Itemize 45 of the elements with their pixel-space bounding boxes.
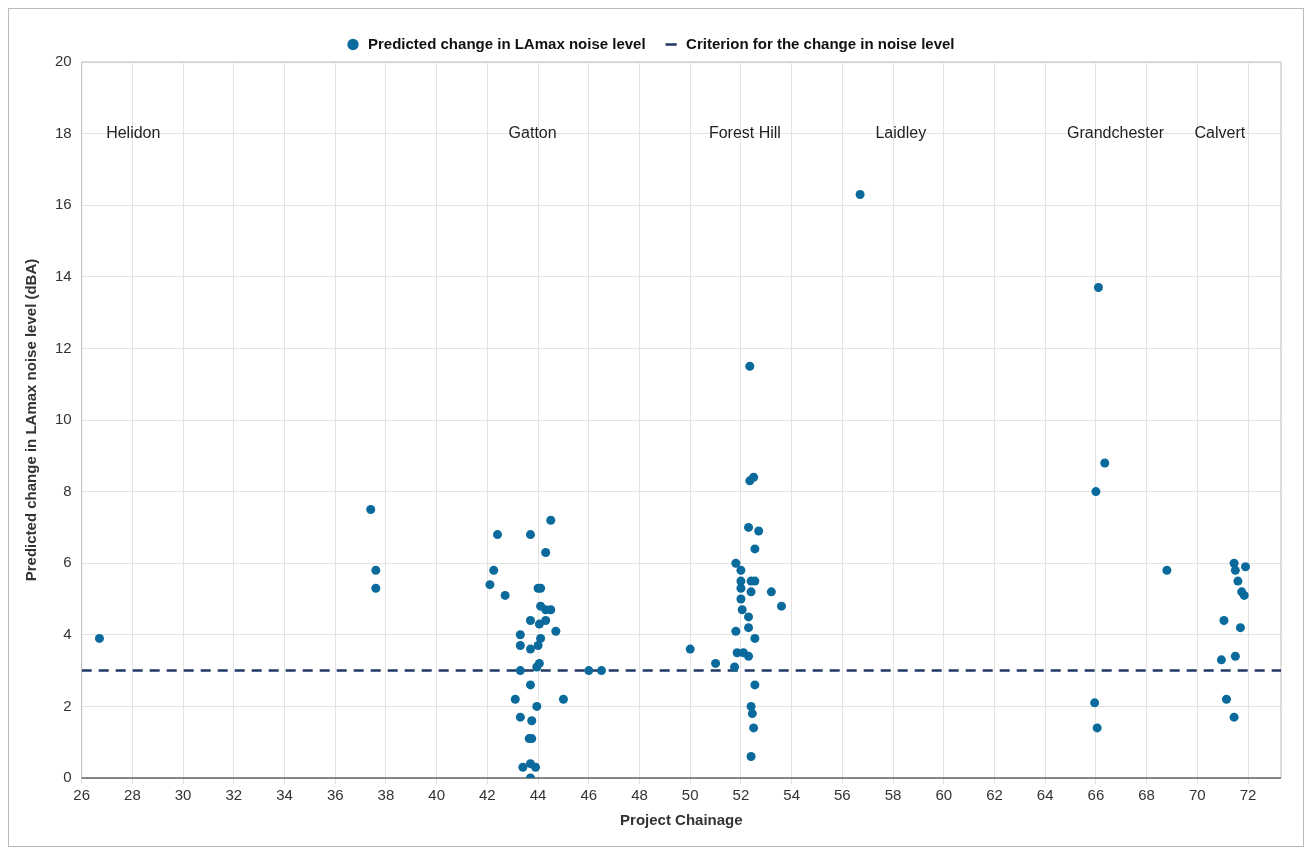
x-tick-label: 72	[1239, 786, 1257, 804]
x-tick-label: 68	[1138, 786, 1155, 804]
y-tick-label: 6	[63, 553, 72, 571]
x-tick-label: 64	[1036, 786, 1054, 804]
x-tick-label: 48	[631, 786, 648, 804]
x-tick-label: 70	[1188, 786, 1206, 804]
y-tick-label: 8	[63, 481, 72, 499]
y-axis-title: Predicted change in LAmax noise level (dBA)	[22, 258, 40, 582]
annotation: Forest Hill	[708, 124, 781, 142]
x-tick-label: 46	[580, 786, 598, 804]
annotation: Helidon	[106, 124, 161, 142]
annotation: Gatton	[508, 124, 557, 142]
annotation: Grandchester	[1067, 124, 1165, 142]
x-tick-label: 38	[377, 786, 395, 804]
x-tick-label: 66	[1087, 786, 1105, 804]
legend-label: Criterion for the change in noise level	[686, 34, 955, 52]
x-tick-label: 56	[834, 786, 851, 804]
y-tick-label: 0	[63, 768, 72, 786]
x-tick-label: 50	[681, 786, 699, 804]
annotation: Calvert	[1194, 124, 1246, 142]
x-tick-label: 44	[529, 786, 547, 804]
y-tick-label: 2	[63, 696, 72, 714]
x-tick-label: 42	[479, 786, 496, 804]
x-tick-label: 60	[935, 786, 953, 804]
x-tick-label: 62	[986, 786, 1003, 804]
x-tick-label: 52	[732, 786, 750, 804]
x-axis-title: Project Chainage	[620, 811, 743, 829]
x-tick-label: 40	[428, 786, 446, 804]
x-tick-label: 36	[326, 786, 344, 804]
y-tick-label: 14	[55, 266, 72, 284]
x-tick-label: 26	[73, 786, 91, 804]
legend-label: Predicted change in LAmax noise level	[368, 34, 646, 52]
y-tick-label: 12	[55, 338, 72, 356]
y-tick-label: 18	[55, 123, 72, 141]
x-tick-label: 58	[884, 786, 902, 804]
x-tick-label: 32	[225, 786, 243, 804]
x-tick-label: 30	[174, 786, 192, 804]
y-tick-label: 10	[55, 410, 72, 428]
y-tick-label: 20	[55, 52, 72, 70]
annotation: Laidley	[875, 124, 927, 142]
y-tick-label: 16	[55, 195, 72, 213]
x-tick-label: 34	[276, 786, 293, 804]
x-tick-label: 28	[124, 786, 141, 804]
y-tick-label: 4	[63, 624, 72, 642]
x-tick-label: 54	[783, 786, 800, 804]
